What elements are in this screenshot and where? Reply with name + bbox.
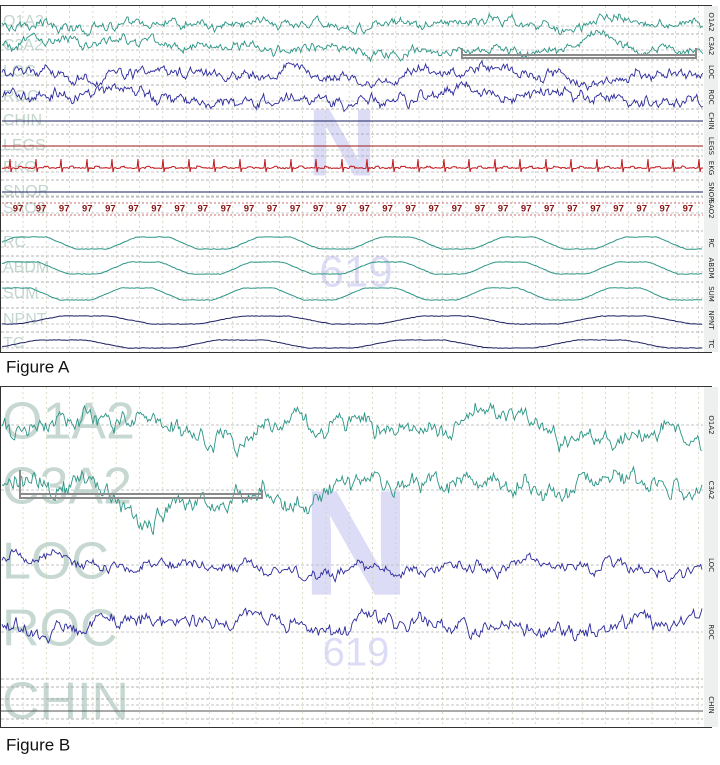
figure-caption: Figure A (6, 357, 70, 376)
channel-label: RC (707, 238, 715, 248)
sao2-reading: 97 (36, 204, 47, 215)
sao2-reading: 97 (267, 204, 278, 215)
channel-watermark-label: O1A2 (2, 393, 135, 451)
sao2-reading: 97 (128, 204, 139, 215)
sao2-reading: 97 (613, 204, 624, 215)
channel-label: ROC (707, 624, 715, 639)
channel-label: LEGS (707, 137, 715, 156)
eeg-trace (1, 607, 703, 645)
channel-label: CHIN (707, 112, 715, 129)
label-strip (704, 6, 718, 352)
sao2-reading: 97 (313, 204, 324, 215)
channel-watermark-label: ROC (3, 88, 39, 105)
sao2-reading: 97 (590, 204, 601, 215)
sao2-reading: 97 (636, 204, 647, 215)
sao2-reading: 97 (336, 204, 347, 215)
sao2-reading: 97 (660, 204, 671, 215)
sao2-reading: 97 (567, 204, 578, 215)
sao2-reading: 97 (151, 204, 162, 215)
eeg-trace (1, 548, 703, 583)
channel-watermark-label: TC (3, 335, 24, 352)
channel-label: LOC (707, 65, 715, 79)
sao2-reading: 97 (244, 204, 255, 215)
channel-watermark-label: O1A2 (3, 13, 44, 30)
sao2-reading: 97 (221, 204, 232, 215)
sao2-reading: 97 (405, 204, 416, 215)
eeg-trace (1, 12, 704, 37)
channel-watermark-label: ABDM (3, 259, 49, 276)
eeg-trace (1, 402, 703, 459)
sao2-reading: 97 (498, 204, 509, 215)
channel-label: ABDM (707, 257, 715, 278)
sao2-reading: 97 (683, 204, 694, 215)
channel-label: LOC (707, 558, 715, 572)
sao2-reading: 97 (59, 204, 70, 215)
channel-label: O1A2 (707, 12, 715, 31)
sao2-reading: 97 (82, 204, 93, 215)
eeg-trace (1, 465, 703, 535)
channel-label: EKG (707, 161, 715, 175)
channel-watermark-label: ROC (2, 600, 118, 658)
calibration-bracket (19, 470, 263, 499)
respiratory-trace (1, 236, 703, 250)
channel-label: ROC (707, 89, 715, 104)
sao2-reading: 97 (290, 204, 301, 215)
channel-label: SUM (707, 286, 715, 302)
channel-watermark-label: C3A2 (3, 37, 43, 54)
ekg-trace (1, 158, 704, 173)
channel-watermark-label: CHIN (2, 673, 129, 731)
channel-label: SAO2 (707, 199, 715, 218)
watermark: N (307, 89, 376, 196)
label-strip (704, 387, 718, 727)
figure-caption: Figure B (6, 735, 70, 754)
channel-label: C3A2 (707, 481, 715, 500)
channel-watermark-label: C3A2 (2, 458, 132, 516)
sao2-reading: 97 (105, 204, 116, 215)
eeg-trace (1, 80, 704, 113)
channel-label: NPNT (707, 311, 715, 331)
sao2-reading: 97 (174, 204, 185, 215)
sao2-reading: 97 (198, 204, 209, 215)
sao2-reading: 97 (452, 204, 463, 215)
channel-watermark-label: LOC (2, 533, 109, 591)
respiratory-trace (1, 261, 703, 275)
slow-trace (1, 339, 703, 349)
channel-label: O1A2 (707, 415, 715, 434)
sao2-reading: 97 (13, 204, 24, 215)
channel-watermark-label: SUM (3, 285, 39, 302)
sao2-reading: 97 (475, 204, 486, 215)
channel-watermark-label: RC (3, 234, 26, 251)
eeg-trace (1, 29, 704, 63)
channel-label: SNOR (707, 182, 715, 202)
sao2-reading: 97 (429, 204, 440, 215)
channel-watermark-label: SAO2 (3, 200, 46, 217)
sao2-reading: 97 (521, 204, 532, 215)
calibration-bracket (461, 48, 697, 59)
channel-label: CHIN (707, 696, 715, 713)
watermark: N (302, 459, 410, 627)
channel-label: C3A2 (707, 37, 715, 56)
channel-label: TC (707, 339, 715, 349)
respiratory-trace (1, 287, 703, 301)
sao2-reading: 97 (544, 204, 555, 215)
watermark-number: 619 (323, 631, 390, 675)
sao2-reading: 97 (359, 204, 370, 215)
eeg-trace (1, 59, 704, 92)
panel-frame (0, 386, 712, 728)
slow-trace (2, 315, 703, 325)
sao2-reading: 97 (382, 204, 393, 215)
